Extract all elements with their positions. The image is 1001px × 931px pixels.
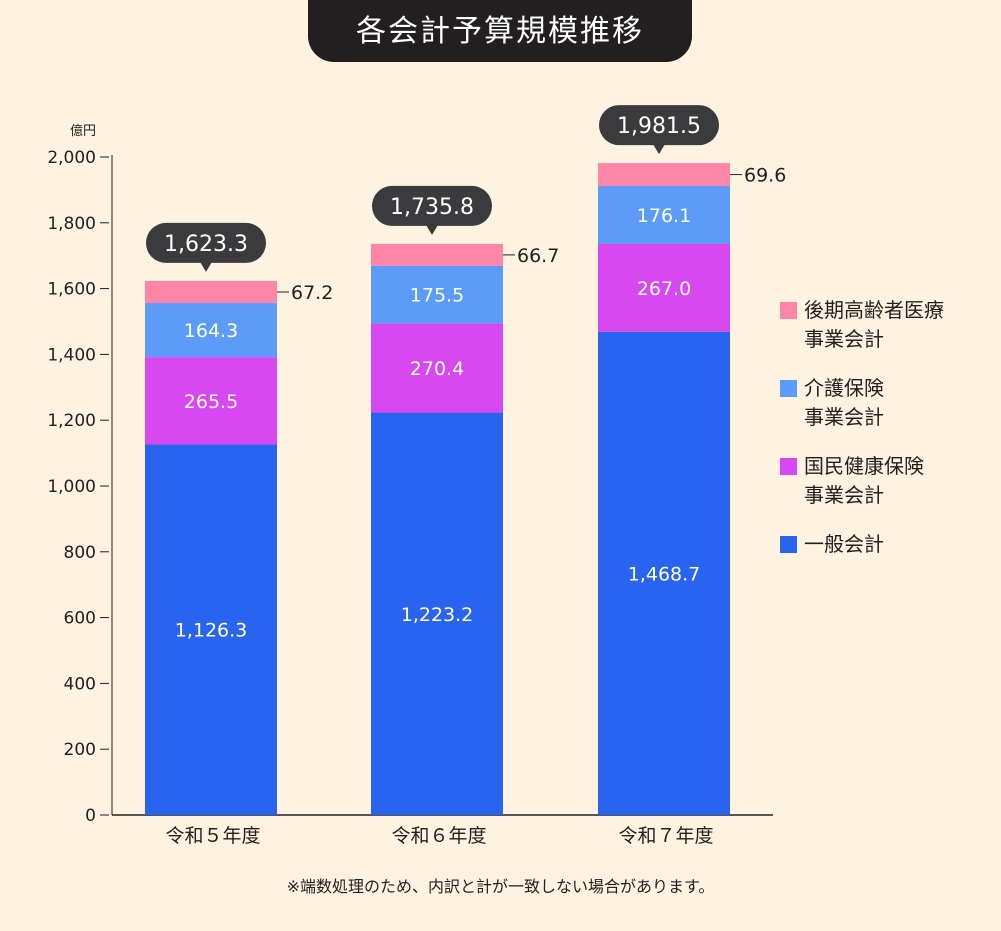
data-label: 265.5 <box>184 391 238 413</box>
legend-swatch-kokuho <box>780 458 797 475</box>
data-label: 1,223.2 <box>401 604 474 626</box>
legend-item-kouki: 後期高齢者医療 事業会計 <box>780 296 995 354</box>
legend-label-line2: 事業会計 <box>804 483 884 507</box>
total-bubble-pointer <box>426 224 438 235</box>
y-tick-label: 2,000 <box>47 148 96 168</box>
total-bubble <box>599 105 719 146</box>
bar-segment <box>145 357 277 445</box>
legend-label-line1: 一般会計 <box>804 532 884 556</box>
total-bubble-pointer <box>200 261 212 272</box>
legend-swatch-ippan <box>780 536 797 553</box>
y-tick-label: 1,000 <box>47 477 96 497</box>
legend-label-line1: 後期高齢者医療 <box>804 298 944 322</box>
data-label: 176.1 <box>637 205 691 227</box>
y-tick-label: 1,200 <box>47 411 96 431</box>
chart-title: 各会計予算規模推移 <box>308 0 692 62</box>
legend-item-kaigo: 介護保険 事業会計 <box>780 374 995 432</box>
legend: 後期高齢者医療 事業会計 介護保険 事業会計 国民健康保険 事業会計 一般会計 <box>780 296 995 579</box>
legend-item-ippan: 一般会計 <box>780 530 995 559</box>
legend-item-kokuho: 国民健康保険 事業会計 <box>780 452 995 510</box>
data-label: 69.6 <box>744 165 786 187</box>
y-tick-label: 200 <box>64 740 96 760</box>
data-label: 67.2 <box>291 282 333 304</box>
bar-segment <box>598 163 730 187</box>
data-label: 267.0 <box>637 278 691 300</box>
legend-label-line2: 事業会計 <box>804 405 884 429</box>
y-tick-label: 400 <box>64 674 96 694</box>
x-category-label: 令和５年度 <box>165 825 260 847</box>
y-tick-label: 600 <box>64 609 96 629</box>
total-label: 1,735.8 <box>390 195 474 220</box>
y-tick-label: 1,600 <box>47 280 96 300</box>
bar-segment <box>145 444 277 815</box>
total-bubble <box>372 185 492 226</box>
data-label: 164.3 <box>184 320 238 342</box>
bar-segment <box>598 243 730 332</box>
legend-label-line1: 介護保険 <box>804 376 884 400</box>
bar-segment <box>371 265 503 324</box>
total-bubble <box>146 222 266 263</box>
bar-segment <box>371 323 503 413</box>
bar-segment <box>371 243 503 266</box>
bar-segment <box>598 331 730 815</box>
data-label: 270.4 <box>410 358 464 380</box>
y-tick-label: 0 <box>85 806 96 826</box>
y-axis-unit-label: 億円 <box>70 123 96 139</box>
legend-label-line2: 事業会計 <box>804 327 884 351</box>
bar-segment <box>145 280 277 304</box>
data-label: 66.7 <box>517 245 559 267</box>
total-label: 1,623.3 <box>164 232 248 257</box>
y-tick-label: 1,800 <box>47 214 96 234</box>
y-tick-label: 1,400 <box>47 345 96 365</box>
data-label: 175.5 <box>410 285 464 307</box>
bar-segment <box>598 186 730 244</box>
legend-swatch-kaigo <box>780 380 797 397</box>
x-category-label: 令和７年度 <box>618 825 713 847</box>
bar-segment <box>145 303 277 358</box>
footnote: ※端数処理のため、内訳と計が一致しない場合があります。 <box>286 877 715 896</box>
total-bubble-pointer <box>653 144 665 155</box>
y-tick-label: 800 <box>64 543 96 563</box>
legend-label-line1: 国民健康保険 <box>804 454 924 478</box>
bar-segment <box>371 412 503 815</box>
x-category-label: 令和６年度 <box>391 825 486 847</box>
total-label: 1,981.5 <box>617 114 701 139</box>
data-label: 1,126.3 <box>175 620 248 642</box>
data-label: 1,468.7 <box>628 563 701 585</box>
legend-swatch-kouki <box>780 302 797 319</box>
